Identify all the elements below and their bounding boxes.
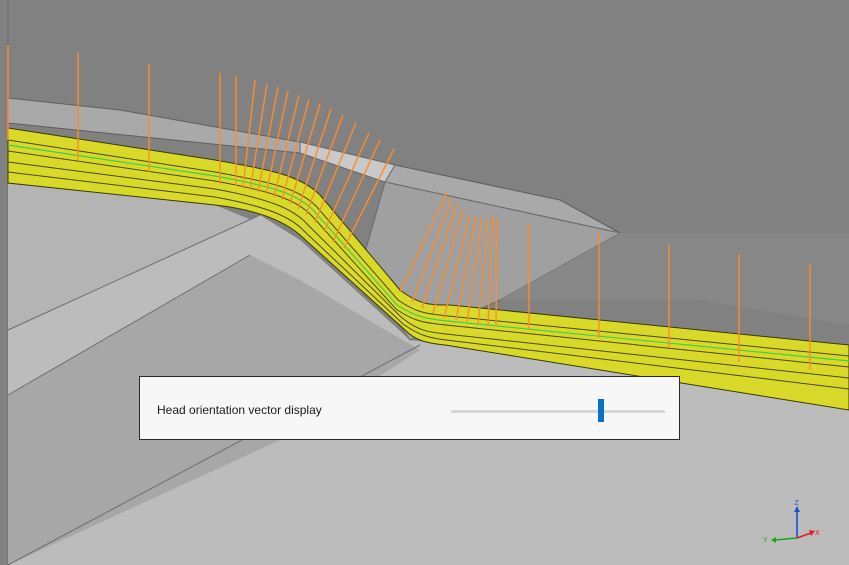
vector [487, 217, 494, 326]
vector [289, 103, 321, 205]
x-axis-line [796, 532, 812, 539]
y-axis-line [774, 537, 798, 541]
vector-display-panel: Head orientation vector display [139, 376, 680, 440]
axis-triad: Z X Y [763, 500, 820, 544]
z-axis-arrow [794, 506, 800, 512]
vector [455, 216, 477, 321]
slider-track[interactable] [451, 410, 665, 413]
ply-centerline [7, 144, 849, 362]
vector [432, 209, 464, 314]
vector [297, 108, 332, 210]
vector-display-slider[interactable] [451, 399, 665, 423]
vector [257, 86, 279, 193]
x-axis-label: X [815, 530, 820, 537]
part-edge-1 [7, 214, 261, 331]
ply-line-1 [7, 139, 849, 357]
vector [477, 217, 489, 325]
vector [314, 122, 357, 223]
head-orientation-vectors [7, 45, 811, 370]
z-axis-label: Z [795, 500, 800, 507]
vector [323, 132, 370, 233]
y-axis-label: Y [763, 537, 768, 544]
vector [495, 217, 498, 327]
ply-line-3 [7, 161, 849, 379]
vector [411, 197, 453, 303]
ply-course-lines [7, 139, 849, 390]
ridge-top-face [7, 97, 621, 234]
ply-line-2 [7, 150, 849, 368]
vector [242, 79, 256, 189]
y-axis-arrow [771, 537, 776, 543]
vector [305, 114, 344, 216]
slider-thumb[interactable] [597, 399, 604, 422]
x-axis-arrow [809, 530, 815, 536]
ply-line-4 [7, 171, 849, 390]
vector [421, 203, 458, 309]
vector [443, 214, 471, 319]
vector [399, 191, 448, 293]
vector [273, 94, 300, 198]
vector [265, 90, 289, 195]
vector [281, 98, 310, 201]
vector [466, 217, 483, 323]
vector [343, 148, 395, 249]
vector [249, 83, 268, 191]
vector-display-label: Head orientation vector display [157, 403, 322, 417]
vector [332, 139, 381, 243]
part-edge-2 [7, 254, 251, 396]
right-background-face [500, 233, 849, 325]
